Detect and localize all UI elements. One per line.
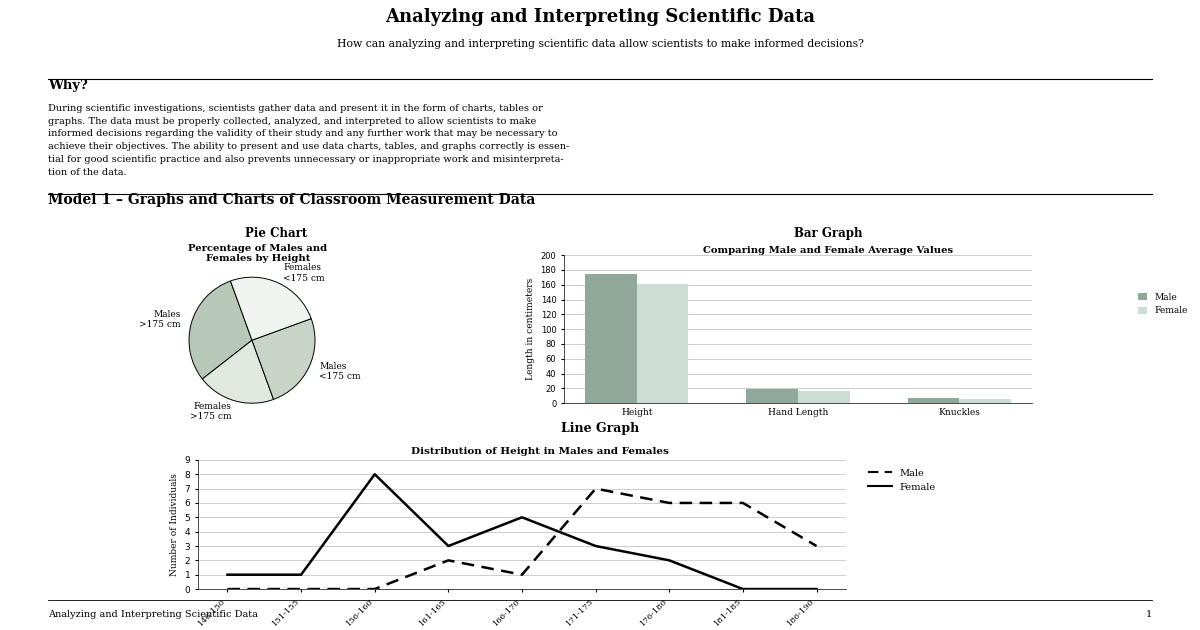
Text: Distribution of Height in Males and Females: Distribution of Height in Males and Fema… (412, 447, 668, 455)
Text: Why?: Why? (48, 79, 88, 92)
Text: How can analyzing and interpreting scientific data allow scientists to make info: How can analyzing and interpreting scien… (336, 39, 864, 49)
Bar (637, 284, 689, 403)
Bar (798, 391, 850, 403)
Text: During scientific investigations, scientists gather data and present it in the f: During scientific investigations, scient… (48, 104, 569, 177)
Text: Model 1 – Graphs and Charts of Classroom Measurement Data: Model 1 – Graphs and Charts of Classroom… (48, 193, 535, 207)
Wedge shape (252, 319, 314, 399)
Bar (586, 273, 637, 403)
Legend: Male, Female: Male, Female (864, 465, 940, 495)
Wedge shape (230, 277, 311, 340)
Text: Pie Chart: Pie Chart (245, 227, 307, 240)
Bar (959, 399, 1010, 403)
Text: Males
>175 cm: Males >175 cm (139, 310, 180, 329)
Bar (746, 389, 798, 403)
Text: Bar Graph: Bar Graph (793, 227, 863, 240)
Text: 1: 1 (1146, 610, 1152, 619)
Y-axis label: Number of Individuals: Number of Individuals (170, 473, 179, 576)
Wedge shape (203, 340, 274, 403)
Y-axis label: Length in centimeters: Length in centimeters (526, 278, 535, 381)
Text: Males
<175 cm: Males <175 cm (319, 362, 361, 381)
Text: Analyzing and Interpreting Scientific Data: Analyzing and Interpreting Scientific Da… (385, 8, 815, 26)
Wedge shape (190, 281, 252, 379)
Text: Percentage of Males and
Females by Height: Percentage of Males and Females by Heigh… (188, 244, 328, 263)
Text: Analyzing and Interpreting Scientific Data: Analyzing and Interpreting Scientific Da… (48, 610, 258, 619)
Text: Females
>175 cm: Females >175 cm (190, 402, 232, 421)
Text: Line Graph: Line Graph (560, 422, 640, 435)
Bar (907, 398, 959, 403)
Legend: Male, Female: Male, Female (1134, 289, 1192, 319)
Text: Comparing Male and Female Average Values: Comparing Male and Female Average Values (703, 246, 953, 255)
Text: Females
<175 cm: Females <175 cm (283, 263, 325, 282)
